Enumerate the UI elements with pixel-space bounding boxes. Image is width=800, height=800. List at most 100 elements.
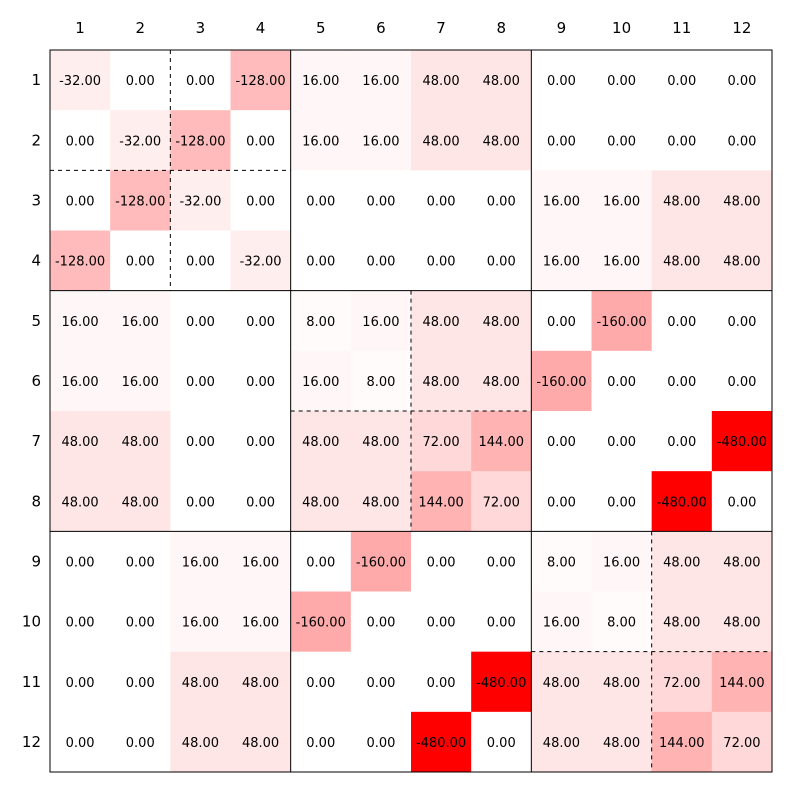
- heatmap-cell-r4-c9: [531, 230, 592, 292]
- heatmap-cell-r8-c3: [170, 471, 231, 532]
- cell-value-r8-c10: 0.00: [607, 495, 636, 510]
- cell-value-r6-c3: 0.00: [186, 375, 215, 390]
- cell-value-r2-c2: -32.00: [119, 134, 161, 149]
- cell-value-r9-c7: 0.00: [427, 555, 456, 570]
- cell-value-r6-c12: 0.00: [727, 375, 756, 390]
- heatmap-cell-r5-c4: [230, 290, 292, 352]
- cell-value-r5-c10: -160.00: [596, 315, 646, 330]
- heatmap-cell-r9-c9: [531, 531, 592, 592]
- heatmap-cell-r5-c10: [591, 290, 653, 352]
- heatmap-cell-r11-c3: [170, 651, 231, 713]
- heatmap-cell-r4-c8: [471, 230, 532, 292]
- cell-value-r9-c9: 8.00: [547, 555, 576, 570]
- heatmap-cell-r11-c5: [290, 651, 352, 713]
- heatmap-cell-r5-c11: [651, 290, 713, 352]
- heatmap-cells: [50, 50, 773, 773]
- x-tick-label-4: 4: [256, 19, 266, 37]
- x-tick-label-12: 12: [732, 19, 751, 37]
- heatmap-cell-r1-c3: [170, 50, 231, 111]
- cell-value-r9-c11: 48.00: [663, 555, 700, 570]
- heatmap-cell-r8-c10: [591, 471, 653, 532]
- cell-value-r1-c12: 0.00: [727, 74, 756, 89]
- plot-frame: [49, 49, 773, 773]
- cell-value-r1-c6: 16.00: [362, 74, 399, 89]
- cell-value-r6-c10: 0.00: [607, 375, 636, 390]
- cell-value-r2-c1: 0.00: [66, 134, 95, 149]
- cell-value-r4-c10: 16.00: [603, 255, 640, 270]
- heatmap-cell-r3-c9: [531, 170, 592, 231]
- heatmap-cell-r7-c4: [230, 411, 292, 472]
- heatmap-cell-r12-c12: [711, 711, 773, 773]
- heatmap-cell-r2-c6: [350, 110, 412, 171]
- heatmap-cell-r10-c10: [591, 591, 653, 653]
- x-tick-labels: 1 2 3 4 5 6 7 8 9 10 11 12: [75, 19, 751, 37]
- heatmap-cell-r3-c10: [591, 170, 653, 231]
- cell-value-r10-c4: 16.00: [242, 616, 279, 631]
- cell-value-r1-c5: 16.00: [302, 74, 339, 89]
- cell-value-r1-c7: 48.00: [422, 74, 459, 89]
- heatmap-cell-r12-c3: [170, 711, 231, 773]
- cell-value-r10-c6: 0.00: [366, 616, 395, 631]
- heatmap-cell-r12-c1: [50, 711, 111, 773]
- cell-value-r5-c8: 48.00: [483, 315, 520, 330]
- y-tick-label-10: 10: [22, 613, 41, 631]
- heatmap-cell-r9-c4: [230, 531, 292, 592]
- cell-value-r9-c3: 16.00: [182, 555, 219, 570]
- cell-value-r4-c6: 0.00: [366, 255, 395, 270]
- heatmap-cell-r3-c6: [350, 170, 412, 231]
- heatmap-cell-r1-c2: [110, 50, 171, 111]
- cell-value-r1-c1: -32.00: [59, 74, 101, 89]
- cell-value-r8-c12: 0.00: [727, 495, 756, 510]
- cell-value-r5-c12: 0.00: [727, 315, 756, 330]
- heatmap-cell-r2-c8: [471, 110, 532, 171]
- heatmap-cell-r7-c11: [651, 411, 713, 472]
- cell-value-r3-c2: -128.00: [115, 194, 165, 209]
- heatmap-cell-r5-c3: [170, 290, 231, 352]
- heatmap-cell-r10-c3: [170, 591, 231, 653]
- cell-value-r7-c9: 0.00: [547, 435, 576, 450]
- cell-value-r2-c8: 48.00: [483, 134, 520, 149]
- heatmap-cell-r11-c11: [651, 651, 713, 713]
- cell-value-r4-c12: 48.00: [723, 255, 760, 270]
- heatmap-cell-r8-c7: [411, 471, 472, 532]
- cell-value-r8-c8: 72.00: [483, 495, 520, 510]
- cell-value-r10-c7: 0.00: [427, 616, 456, 631]
- cell-value-r7-c2: 48.00: [122, 435, 159, 450]
- cell-value-r6-c2: 16.00: [122, 375, 159, 390]
- cell-value-r9-c2: 0.00: [126, 555, 155, 570]
- heatmap-cell-r10-c8: [471, 591, 532, 653]
- heatmap-cell-r12-c9: [531, 711, 592, 773]
- heatmap-cell-r2-c5: [290, 110, 352, 171]
- cell-value-r2-c11: 0.00: [667, 134, 696, 149]
- cell-value-r1-c8: 48.00: [483, 74, 520, 89]
- cell-value-r4-c4: -32.00: [240, 255, 282, 270]
- cell-value-r12-c6: 0.00: [366, 736, 395, 751]
- heatmap-cell-r2-c3: [170, 110, 231, 171]
- heatmap-cell-r8-c1: [50, 471, 111, 532]
- heatmap-cell-r7-c3: [170, 411, 231, 472]
- cell-value-r5-c9: 0.00: [547, 315, 576, 330]
- cell-value-r7-c4: 0.00: [246, 435, 275, 450]
- cell-value-r11-c12: 144.00: [719, 676, 765, 691]
- y-tick-label-2: 2: [31, 131, 41, 149]
- heatmap-cell-r10-c1: [50, 591, 111, 653]
- cell-value-r4-c8: 0.00: [487, 255, 516, 270]
- heatmap-cell-r2-c11: [651, 110, 713, 171]
- cell-value-r12-c12: 72.00: [723, 736, 760, 751]
- heatmap-cell-r11-c4: [230, 651, 292, 713]
- cell-value-r9-c10: 16.00: [603, 555, 640, 570]
- cell-value-r7-c3: 0.00: [186, 435, 215, 450]
- heatmap-cell-r10-c7: [411, 591, 472, 653]
- heatmap-cell-r12-c7: [411, 711, 472, 773]
- heatmap-cell-r3-c11: [651, 170, 713, 231]
- heatmap-cell-r11-c6: [350, 651, 412, 713]
- cell-value-r8-c9: 0.00: [547, 495, 576, 510]
- heatmap-cell-r12-c4: [230, 711, 292, 773]
- cell-value-r3-c8: 0.00: [487, 194, 516, 209]
- heatmap-cell-r7-c12: [711, 411, 773, 472]
- cell-value-r10-c3: 16.00: [182, 616, 219, 631]
- heatmap-cell-r6-c8: [471, 350, 532, 412]
- heatmap-cell-r5-c5: [290, 290, 352, 352]
- cell-value-r11-c1: 0.00: [66, 676, 95, 691]
- cell-value-r8-c2: 48.00: [122, 495, 159, 510]
